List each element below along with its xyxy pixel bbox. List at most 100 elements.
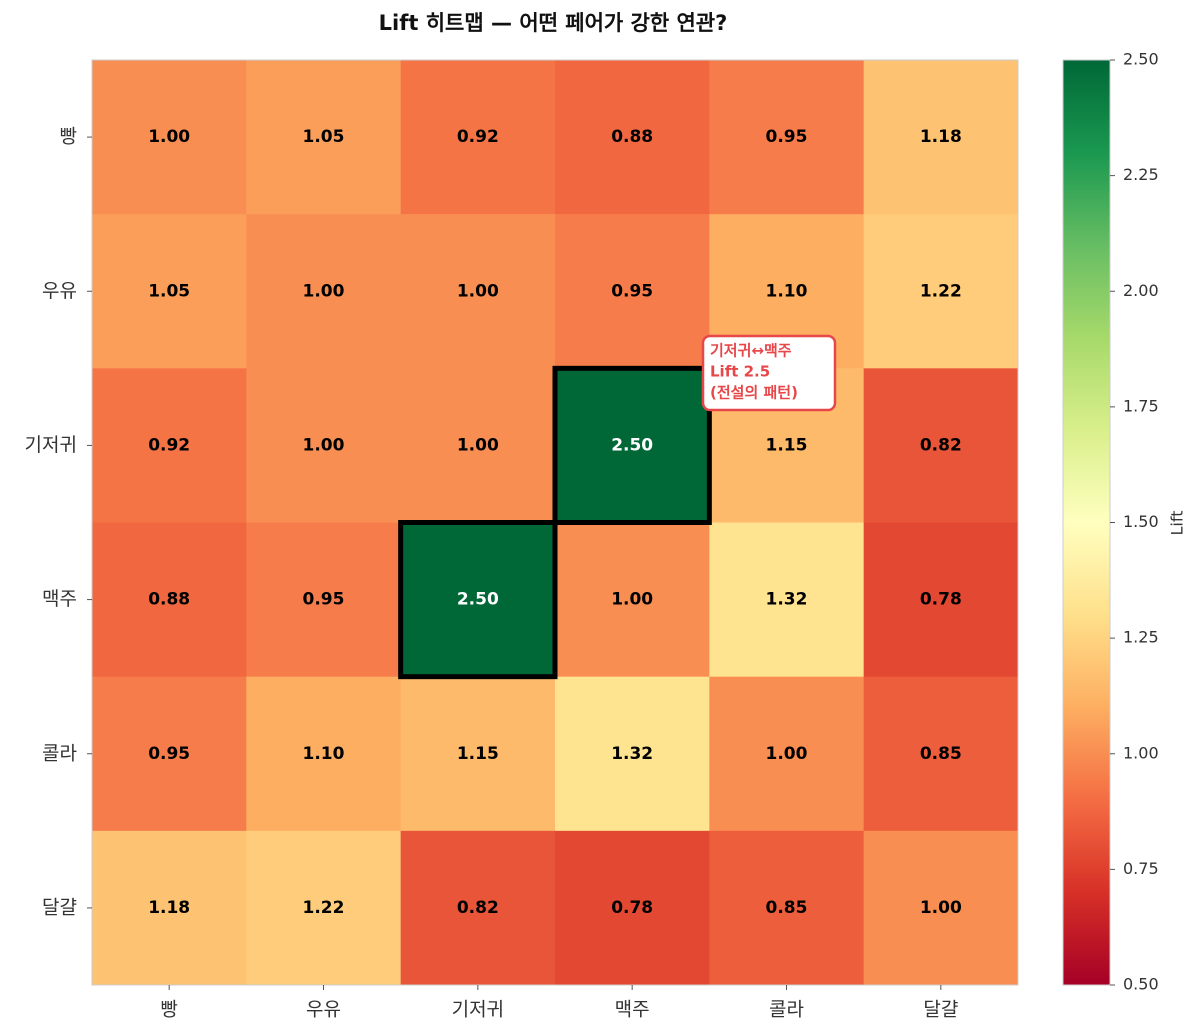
value-label: 1.00	[303, 281, 345, 301]
heatmap-cell	[246, 522, 402, 678]
y-tick-label: 콜라	[42, 742, 77, 764]
heatmap-cell	[863, 522, 1019, 678]
y-tick-label: 빵	[60, 126, 77, 148]
chart-title: Lift 히트맵 — 어떤 페어가 강한 연관?	[379, 11, 728, 35]
value-label: 1.00	[611, 590, 653, 610]
value-label: 1.00	[303, 435, 345, 455]
colorbar-tick-label: 1.00	[1123, 743, 1159, 762]
value-label: 1.00	[457, 435, 499, 455]
value-label: 0.95	[148, 744, 190, 764]
heatmap-cell	[246, 60, 402, 215]
value-label: 0.82	[920, 435, 962, 455]
x-tick-label: 빵	[160, 999, 177, 1021]
value-label: 1.22	[920, 281, 962, 301]
value-label: 0.78	[611, 898, 653, 918]
heatmap-cell	[92, 676, 247, 832]
value-label: 0.88	[148, 590, 190, 610]
value-label: 1.00	[766, 744, 808, 764]
heatmap-cell	[555, 676, 710, 832]
heatmap-cell	[92, 214, 247, 369]
value-label: 2.50	[457, 590, 499, 610]
heatmap-cell	[863, 60, 1019, 215]
value-label: 1.32	[766, 590, 808, 610]
heatmap-cell	[92, 830, 247, 986]
heatmap-cell	[709, 830, 865, 986]
heatmap-cell	[863, 676, 1019, 832]
heatmap-cell	[400, 830, 556, 986]
heatmap-cell	[400, 368, 556, 523]
heatmap-cell	[555, 830, 710, 986]
heatmap-cell	[400, 214, 556, 369]
value-label: 1.10	[766, 281, 808, 301]
value-label: 0.95	[303, 590, 345, 610]
annotation-text: Lift 2.5	[710, 363, 770, 381]
heatmap-cell	[863, 368, 1019, 523]
value-label: 1.15	[766, 435, 808, 455]
value-label: 1.05	[148, 281, 190, 301]
plot-frame	[91, 59, 1019, 986]
value-label: 1.18	[148, 898, 190, 918]
value-label: 0.88	[611, 127, 653, 147]
heatmap-cell	[709, 522, 865, 678]
heatmap-cell	[246, 676, 402, 832]
heatmap-cell	[246, 830, 402, 986]
colorbar-tick-label: 1.75	[1123, 396, 1159, 415]
value-label: 1.00	[920, 898, 962, 918]
value-label: 1.10	[303, 744, 345, 764]
value-label: 1.00	[457, 281, 499, 301]
value-label: 1.00	[148, 127, 190, 147]
value-label: 0.85	[766, 898, 808, 918]
y-tick-label: 맥주	[42, 588, 77, 610]
value-label: 1.22	[303, 898, 345, 918]
heatmap-cell	[863, 214, 1019, 369]
value-label: 0.95	[611, 281, 653, 301]
heatmap-cell	[555, 522, 710, 678]
value-label: 0.92	[457, 127, 499, 147]
value-label: 1.05	[303, 127, 345, 147]
y-tick-label: 달걀	[42, 896, 77, 918]
y-tick-label: 우유	[42, 280, 77, 302]
heatmap-cell	[92, 522, 247, 678]
heatmap-cell	[400, 676, 556, 832]
annotation-box	[701, 334, 837, 412]
heatmap-cell	[863, 830, 1019, 986]
value-label: 0.78	[920, 590, 962, 610]
colorbar-tick-label: 1.50	[1123, 512, 1159, 531]
colorbar-label: Lift	[1168, 511, 1187, 536]
x-tick-label: 맥주	[615, 999, 650, 1021]
y-tick-label: 기저귀	[25, 434, 77, 456]
heatmap-cell	[400, 60, 556, 215]
x-tick-label: 기저귀	[452, 999, 504, 1021]
value-label: 2.50	[611, 435, 653, 455]
heatmap-cell	[246, 214, 402, 369]
value-label: 0.82	[457, 898, 499, 918]
value-label: 0.95	[766, 127, 808, 147]
colorbar-tick-label: 2.25	[1123, 165, 1159, 184]
x-tick-label: 콜라	[769, 999, 804, 1021]
value-label: 0.92	[148, 435, 190, 455]
heatmap-cell	[92, 60, 247, 215]
x-tick-label: 우유	[306, 999, 341, 1021]
heatmap-cell	[709, 676, 865, 832]
highlight-box	[552, 365, 712, 526]
colorbar-tick-label: 2.50	[1123, 50, 1159, 69]
value-label: 0.85	[920, 744, 962, 764]
heatmap-cell	[400, 522, 556, 678]
highlight-box	[398, 520, 558, 680]
heatmap-cell	[555, 60, 710, 215]
annotation-text: (전설의 패턴)	[710, 384, 798, 402]
colorbar	[1062, 59, 1111, 986]
colorbar-tick-label: 0.50	[1123, 975, 1159, 994]
value-label: 1.15	[457, 744, 499, 764]
x-tick-label: 달걀	[923, 999, 958, 1021]
annotation-text: 기저귀↔맥주	[710, 342, 792, 360]
colorbar-tick-label: 0.75	[1123, 859, 1159, 878]
heatmap-cell	[246, 368, 402, 523]
value-label: 1.18	[920, 127, 962, 147]
heatmap-cell	[709, 60, 865, 215]
value-label: 1.32	[611, 744, 653, 764]
colorbar-tick-label: 2.00	[1123, 281, 1159, 300]
heatmap-cell	[555, 214, 710, 369]
heatmap-cell	[92, 368, 247, 523]
